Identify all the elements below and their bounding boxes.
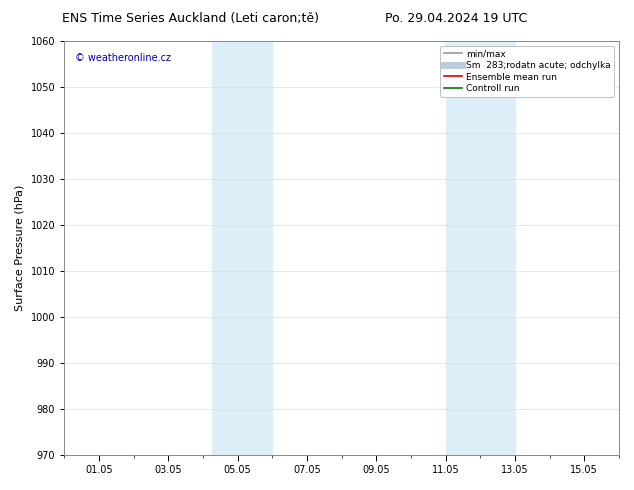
Legend: min/max, Sm  283;rodatn acute; odchylka, Ensemble mean run, Controll run: min/max, Sm 283;rodatn acute; odchylka, …	[440, 46, 614, 97]
Bar	[212, 41, 272, 455]
Text: © weatheronline.cz: © weatheronline.cz	[75, 53, 171, 64]
Bar	[446, 41, 515, 455]
Text: ENS Time Series Auckland (Leti caron;tě): ENS Time Series Auckland (Leti caron;tě)	[61, 12, 319, 25]
Text: Po. 29.04.2024 19 UTC: Po. 29.04.2024 19 UTC	[385, 12, 527, 25]
Y-axis label: Surface Pressure (hPa): Surface Pressure (hPa)	[15, 185, 25, 311]
